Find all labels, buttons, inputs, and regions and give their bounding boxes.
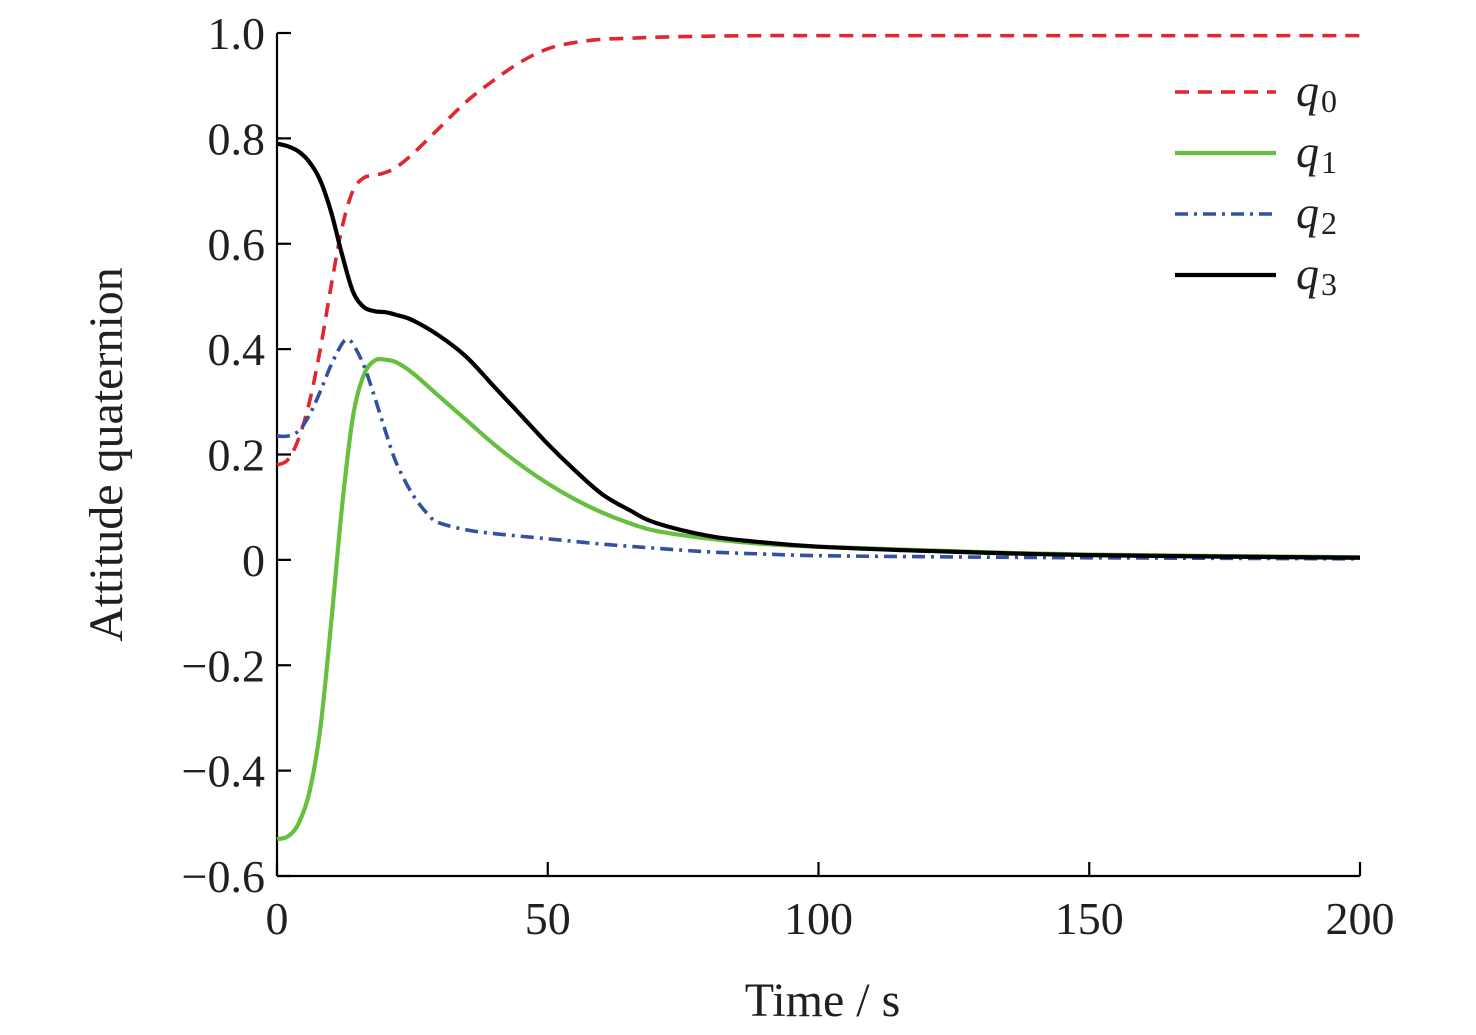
y-tick-label: 0.4 xyxy=(208,324,266,375)
x-tick-label: 50 xyxy=(525,893,571,944)
legend-label-q0: q0 xyxy=(1296,65,1337,119)
series-group xyxy=(276,33,1361,842)
x-axis-title: Time / s xyxy=(745,974,901,1027)
axes: −0.6 −0.4 −0.2 0 0.2 0.4 0.6 0.8 1.0 0 50 100 150 200 xyxy=(182,8,1395,944)
y-axis-title: Attitude quaternion xyxy=(80,267,133,642)
series-line-q1 xyxy=(276,357,1361,842)
y-tick-label: 1.0 xyxy=(208,8,266,59)
y-tick-label: −0.6 xyxy=(182,851,265,902)
y-tick-label: 0.8 xyxy=(208,113,266,164)
x-tick-label: 200 xyxy=(1326,893,1395,944)
x-tick-label: 100 xyxy=(784,893,853,944)
y-tick-label: 0 xyxy=(242,535,265,586)
legend: q0 q1 q2 q3 xyxy=(1175,65,1337,302)
legend-label-q2: q2 xyxy=(1296,187,1337,241)
series-line-q3 xyxy=(276,141,1361,560)
y-tick-label: 0.6 xyxy=(208,219,266,270)
y-tick-label: −0.2 xyxy=(182,640,265,691)
y-tick-label: 0.2 xyxy=(208,430,266,481)
x-tick-label: 150 xyxy=(1055,893,1124,944)
series-line-q0 xyxy=(276,33,1360,467)
legend-label-q1: q1 xyxy=(1296,126,1337,180)
y-tick-label: −0.4 xyxy=(182,746,265,797)
x-tick-label: 0 xyxy=(266,893,289,944)
legend-label-q3: q3 xyxy=(1296,248,1337,302)
series-line-q2 xyxy=(276,337,1361,561)
